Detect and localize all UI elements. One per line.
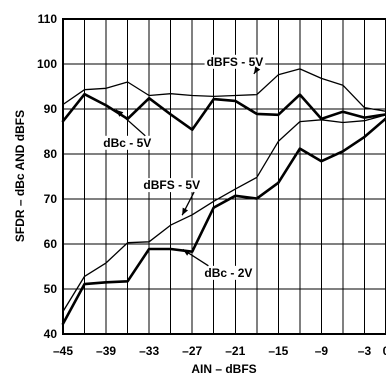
x-tick-label: –9	[315, 344, 329, 358]
annotation-bg	[101, 135, 154, 150]
x-tick-label: –33	[139, 344, 159, 358]
series-annotation: dBc - 2V	[182, 248, 255, 280]
y-tick-label: 60	[44, 237, 58, 251]
annotations: dBFS - 5V dBc - 5V dBFS - 5V dBc - 2V	[101, 54, 266, 280]
x-tick-label: 0	[383, 344, 386, 358]
annotation-label: dBFS - 5V	[143, 178, 200, 192]
annotation-arrowhead	[253, 66, 261, 74]
series-annotation: dBFS - 5V	[204, 54, 266, 75]
annotation-arrowhead	[116, 109, 124, 117]
annotation-label: dBc - 2V	[204, 266, 252, 280]
series-line-2	[61, 92, 386, 131]
x-tick-label: –45	[53, 344, 73, 358]
x-tick-label: –15	[268, 344, 288, 358]
y-tick-label: 110	[38, 12, 58, 26]
grid	[63, 19, 386, 334]
plot-frame	[62, 18, 386, 335]
y-tick-label: 100	[37, 57, 57, 71]
y-axis-title: SFDR – dBc AND dBFS	[13, 110, 27, 242]
x-tick-label: –21	[225, 344, 245, 358]
annotation-bg	[204, 54, 266, 69]
x-tick-label: –3	[358, 344, 372, 358]
annotation-label: dBFS - 5V	[207, 55, 264, 69]
series-annotation: dBc - 5V	[101, 109, 154, 150]
annotation-arrowhead	[182, 249, 191, 256]
x-tick-label: –27	[182, 344, 202, 358]
x-axis-title: AIN – dBFS	[191, 362, 256, 376]
y-tick-label: 80	[44, 147, 58, 161]
tick-labels: –45 –39 –33 –27 –21 –15 –9 –3 0 40 50 60 70 80 90 100 11…	[37, 12, 386, 358]
y-tick-label: 50	[44, 282, 58, 296]
y-tick-label: 90	[44, 102, 58, 116]
annotation-label: dBc - 5V	[103, 136, 151, 150]
x-tick-label: –39	[96, 344, 116, 358]
y-tick-label: 40	[44, 327, 58, 341]
y-tick-label: 70	[44, 192, 58, 206]
annotation-bg	[202, 265, 255, 280]
series-line-4	[61, 117, 386, 326]
series-line-3	[62, 114, 386, 313]
series-annotation: dBFS - 5V	[141, 178, 203, 216]
series-line-1	[62, 68, 386, 112]
series-lines	[61, 68, 386, 326]
annotation-arrowhead	[182, 207, 189, 216]
annotation-bg	[141, 178, 203, 193]
